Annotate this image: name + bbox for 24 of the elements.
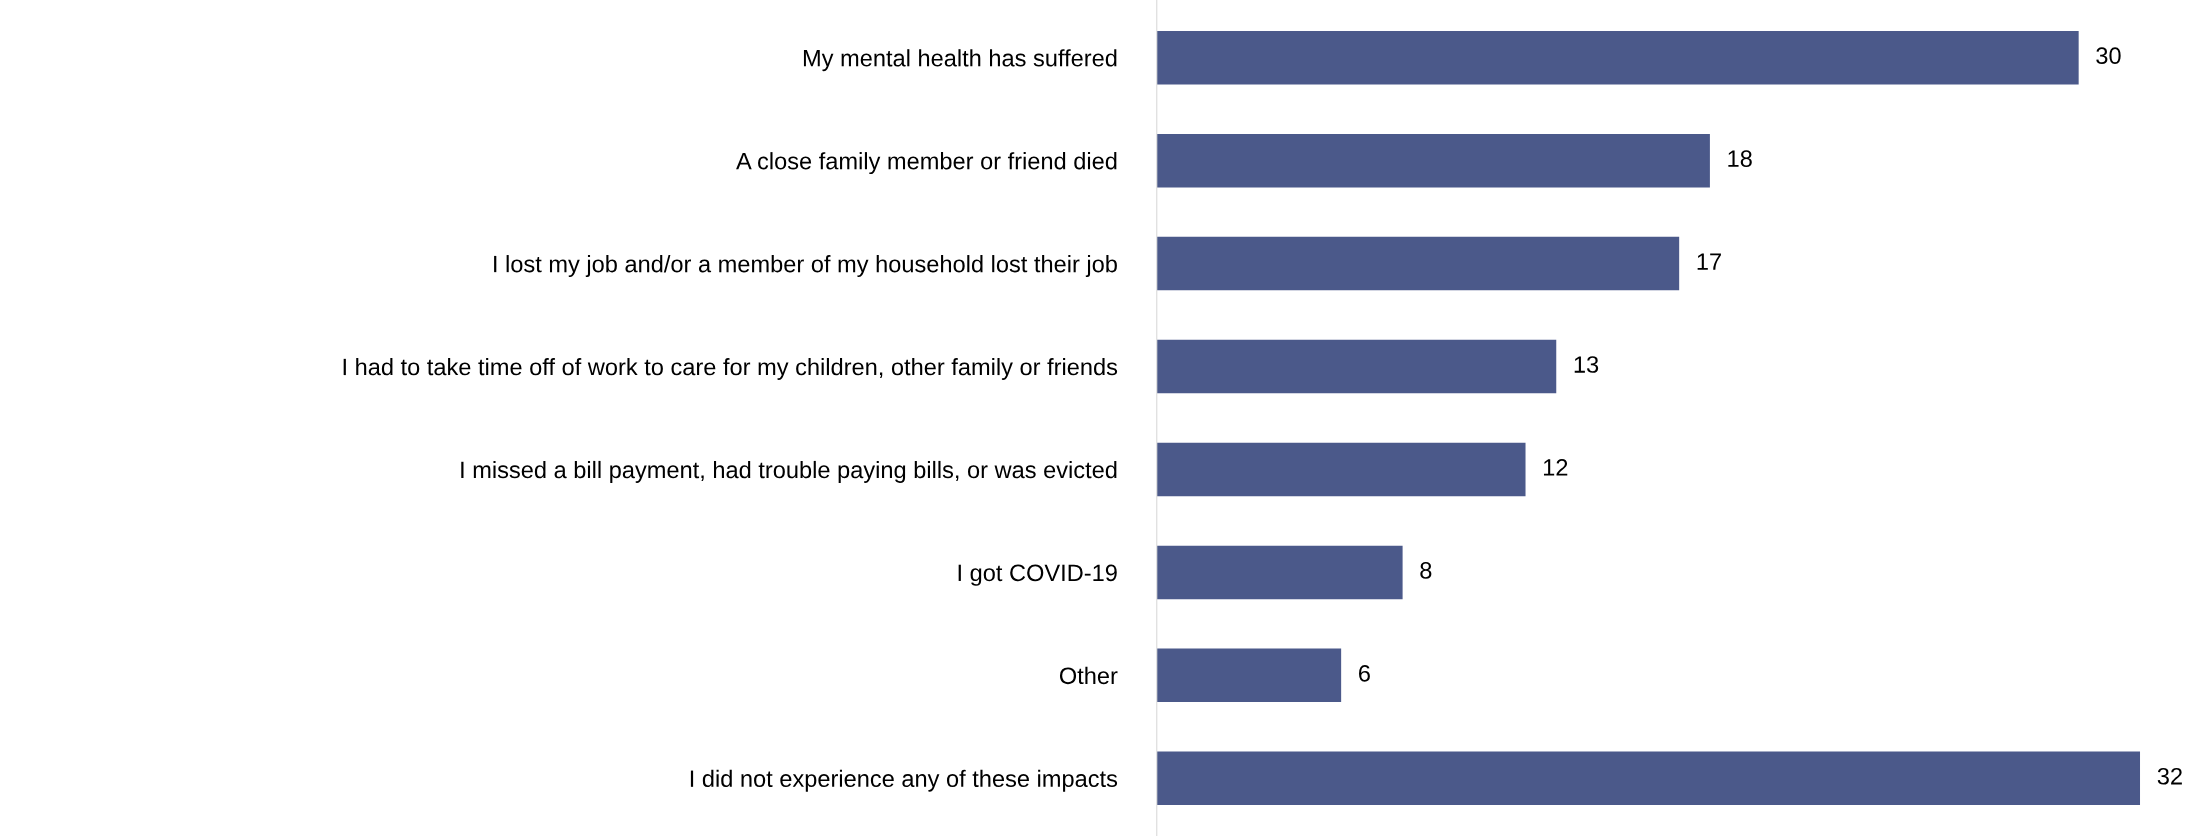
bar	[1156, 30, 2079, 85]
data-label: 6	[1359, 664, 1370, 682]
data-label: 13	[1574, 356, 1599, 373]
data-label: 17	[1697, 253, 1721, 270]
bar	[1156, 339, 1557, 394]
data-label: 32	[2157, 767, 2182, 785]
bar	[1156, 751, 2141, 806]
bar	[1156, 236, 1680, 291]
data-label: 8	[1420, 562, 1432, 579]
data-label: 12	[1543, 459, 1568, 476]
y-tick-label: I did not experience any of these impacts	[690, 769, 1118, 792]
bar	[1156, 442, 1526, 497]
y-tick-label: My mental health has suffered	[803, 49, 1117, 72]
y-tick-label: Other	[1059, 666, 1118, 685]
y-tick-label: I missed a bill payment, had trouble paying bills, or was evicted	[461, 460, 1117, 483]
data-label: 18	[1728, 150, 1752, 167]
bar	[1156, 648, 1342, 703]
bar	[1156, 133, 1710, 188]
y-tick-label: A close family member or friend died	[736, 152, 1117, 175]
bar	[1156, 545, 1403, 600]
y-tick-label: I got COVID-19	[958, 564, 1117, 586]
y-tick-label: I lost my job and/or a member of my household lost their job	[494, 255, 1117, 278]
y-tick-label: I had to take time off of work to care for my children, other family or friends	[343, 357, 1118, 380]
data-label: 30	[2096, 47, 2121, 65]
